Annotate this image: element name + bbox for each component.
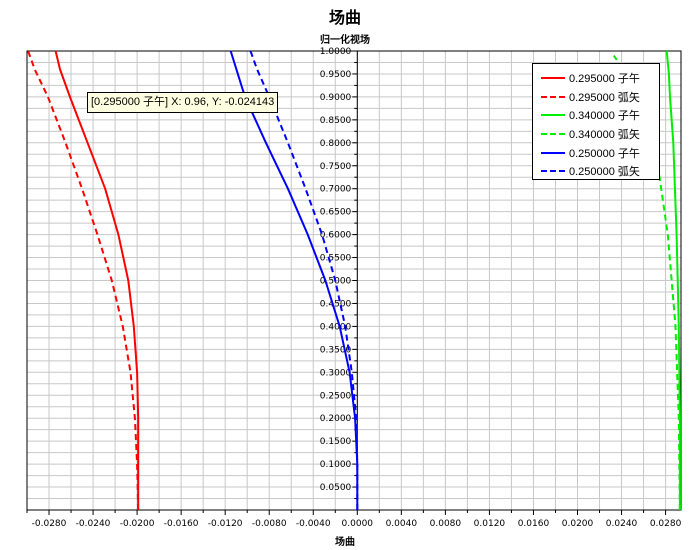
grid-lines <box>26 50 681 510</box>
y-tick-label: 0.1500 <box>320 437 352 447</box>
y-tick-label: 0.4000 <box>320 322 352 332</box>
y-tick-label: 0.9500 <box>320 70 352 80</box>
y-tick-label: 0.4500 <box>320 299 352 309</box>
legend-item[interactable]: 0.340000 子午 <box>541 106 659 125</box>
legend-item[interactable]: 0.250000 弧矢 <box>541 162 659 181</box>
legend-item[interactable]: 0.295000 子午 <box>541 69 659 88</box>
x-tick-label: -0.0240 <box>76 519 111 529</box>
legend-label: 0.295000 弧矢 <box>569 91 640 104</box>
y-tick-label: 0.2000 <box>320 414 352 424</box>
y-tick-label: 0.6500 <box>320 208 352 218</box>
legend-label: 0.250000 子午 <box>569 147 640 160</box>
y-tick-label: 0.5500 <box>320 254 352 264</box>
y-tick-label: 0.7000 <box>320 185 352 195</box>
data-point-tooltip: [0.295000 子午] X: 0.96, Y: -0.024143 <box>87 92 279 113</box>
x-tick-label: 0.0080 <box>430 519 462 529</box>
y-axis-title: 归一化视场 <box>320 35 370 46</box>
x-tick-label: 0.0120 <box>474 519 506 529</box>
legend-label: 0.295000 子午 <box>569 73 640 86</box>
y-tick-label: 1.0000 <box>320 47 352 57</box>
y-tick-label: 0.2500 <box>320 391 352 401</box>
legend-label: 0.340000 弧矢 <box>569 129 640 142</box>
x-tick-label: -0.0200 <box>120 519 155 529</box>
x-tick-label: 0.0240 <box>606 519 638 529</box>
y-tick-label: 0.3000 <box>320 368 352 378</box>
legend-item[interactable]: 0.340000 弧矢 <box>541 125 659 144</box>
y-tick-label: 0.6000 <box>320 231 352 241</box>
series-line <box>27 50 140 511</box>
legend-label: 0.250000 弧矢 <box>569 166 640 179</box>
y-tick-label: 0.9000 <box>320 93 352 103</box>
x-tick-label: -0.0160 <box>164 519 199 529</box>
y-tick-label: 0.8500 <box>320 116 352 126</box>
y-tick-label: 0.3500 <box>320 345 352 355</box>
series-line <box>229 50 359 510</box>
series-lines <box>27 50 681 511</box>
chart-title: 场曲 <box>328 8 361 27</box>
legend[interactable]: 0.295000 子午 0.295000 弧矢 0.340000 子午 0.34000… <box>532 63 660 180</box>
x-tick-label: -0.0280 <box>32 519 67 529</box>
legend-swatch <box>541 170 565 173</box>
y-tick-label: 0.8000 <box>320 139 352 149</box>
x-tick-label: 0.0160 <box>518 519 550 529</box>
x-tick-label: 0.0200 <box>562 519 594 529</box>
x-tick-label: 0.0280 <box>650 519 682 529</box>
legend-label: 0.340000 子午 <box>569 110 640 123</box>
y-tick-label: 0.1000 <box>320 460 352 470</box>
legend-swatch <box>541 114 565 117</box>
y-axis: 0.0500 0.1000 0.1500 0.2000 0.2500 0.3000 0.35… <box>320 47 358 510</box>
series-line <box>54 50 140 510</box>
y-tick-label: 0.7500 <box>320 162 352 172</box>
legend-swatch <box>541 77 565 80</box>
legend-item[interactable]: 0.295000 弧矢 <box>541 88 659 107</box>
x-axis-title: 场曲 <box>335 537 355 548</box>
legend-swatch <box>541 95 565 98</box>
x-axis: -0.0280 -0.0240 -0.0200 -0.0160 -0.0120 -0.00… <box>26 510 682 529</box>
legend-swatch <box>541 151 565 154</box>
y-tick-label: 0.0500 <box>320 483 352 493</box>
series-line <box>665 50 681 510</box>
legend-swatch <box>541 133 565 136</box>
x-tick-label: -0.0080 <box>252 519 287 529</box>
x-tick-label: 0.0000 <box>342 519 374 529</box>
x-tick-label: 0.0040 <box>386 519 418 529</box>
legend-item[interactable]: 0.250000 子午 <box>541 143 659 162</box>
series-line <box>613 55 681 511</box>
x-tick-label: -0.0040 <box>296 519 331 529</box>
x-tick-label: -0.0120 <box>208 519 243 529</box>
